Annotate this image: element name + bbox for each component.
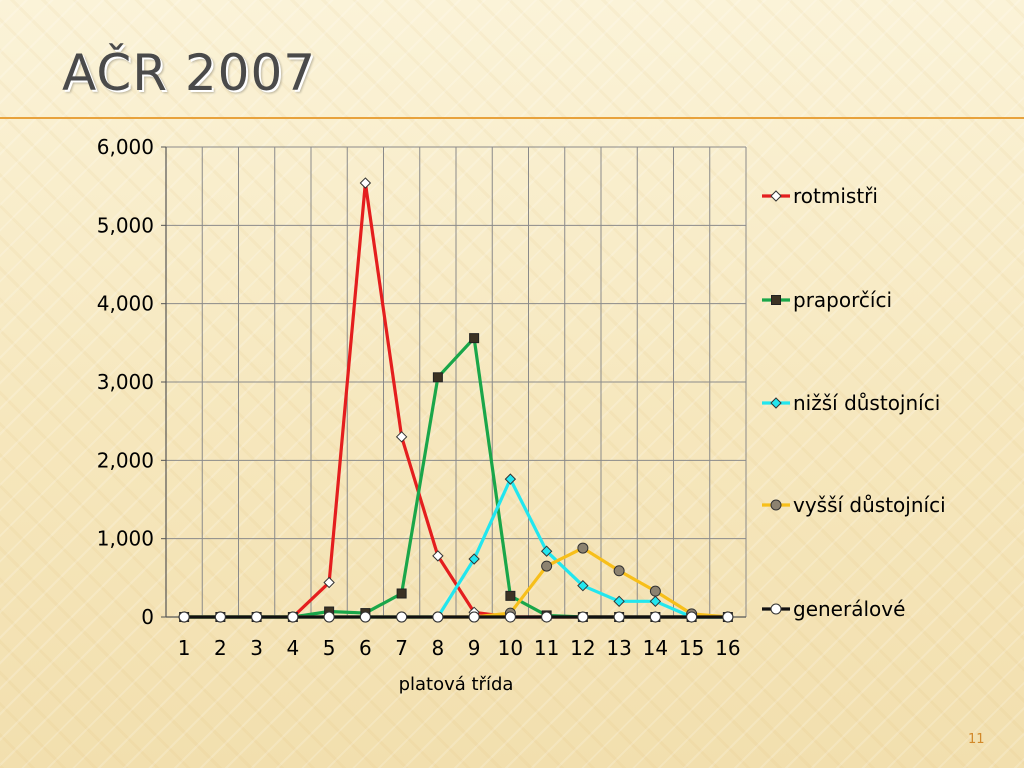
legend-item-5: generálové: [762, 597, 905, 621]
slide-title: AČR 2007: [62, 44, 317, 102]
legend: rotmistři praporčíci nižší důstojníci vyšší…: [762, 184, 946, 621]
x-tick-label: 6: [359, 636, 372, 660]
x-tick-label: 13: [606, 636, 631, 660]
data-point: [504, 611, 516, 623]
data-point: [359, 177, 372, 189]
legend-item-1: rotmistři: [762, 184, 878, 208]
data-point: [396, 611, 408, 623]
x-tick-label: 2: [214, 636, 227, 660]
data-point: [504, 473, 517, 485]
legend-swatch-marker: [770, 499, 782, 511]
data-point: [541, 560, 553, 572]
data-point: [323, 576, 335, 589]
data-point: [432, 611, 444, 623]
legend-label: generálové: [793, 597, 905, 621]
y-tick-label: 2,000: [97, 448, 154, 472]
legend-item-4: vyšší důstojníci: [762, 493, 946, 517]
x-tick-label: 16: [715, 636, 740, 660]
data-point: [722, 611, 734, 623]
data-point: [287, 611, 299, 623]
data-point: [577, 611, 589, 623]
data-point: [214, 611, 226, 623]
x-tick-label: 11: [534, 636, 559, 660]
legend-swatch-marker: [770, 603, 782, 615]
data-point: [613, 595, 625, 608]
data-point: [577, 579, 589, 592]
page-number: 11: [968, 732, 985, 747]
data-point: [577, 542, 589, 554]
legend-swatch-marker: [770, 397, 782, 409]
x-tick-label: 4: [287, 636, 300, 660]
data-point: [649, 595, 662, 608]
x-tick-label: 8: [432, 636, 445, 660]
legend-item-3: nižší důstojníci: [762, 391, 940, 415]
data-point: [469, 333, 480, 344]
y-tick-label: 6,000: [97, 135, 154, 159]
y-tick-label: 0: [141, 605, 154, 629]
x-tick-label: 9: [468, 636, 481, 660]
legend-label: vyšší důstojníci: [793, 493, 946, 517]
series-5: [178, 611, 734, 623]
x-tick-label: 7: [395, 636, 408, 660]
data-point: [613, 611, 625, 623]
legend-label: rotmistři: [793, 184, 878, 208]
x-tick-label: 14: [643, 636, 668, 660]
x-tick-label: 15: [679, 636, 704, 660]
data-point: [432, 550, 444, 562]
x-axis-ticks: 1 2 3 4 5 6 7 8 9 10 11 12 13 14 15 16: [178, 636, 741, 660]
x-tick-label: 5: [323, 636, 336, 660]
data-point: [178, 611, 190, 623]
x-tick-label: 1: [178, 636, 191, 660]
legend-swatch-marker: [771, 295, 781, 305]
data-point: [468, 553, 480, 565]
data-point: [251, 611, 263, 623]
data-point: [395, 431, 408, 443]
legend-item-2: praporčíci: [762, 288, 892, 312]
data-point: [541, 611, 553, 623]
y-axis-ticks: 0 1,000 2,000 3,000 4,000 5,000 6,000: [97, 135, 166, 629]
y-tick-label: 3,000: [97, 370, 154, 394]
x-tick-label: 3: [250, 636, 263, 660]
legend-label: praporčíci: [793, 288, 892, 312]
data-point: [505, 590, 516, 601]
data-point: [468, 611, 480, 623]
data-point: [432, 372, 443, 383]
x-tick-label: 12: [570, 636, 595, 660]
series-lines: [178, 177, 734, 623]
data-point: [359, 611, 371, 623]
x-axis-label: platová třída: [399, 674, 514, 695]
legend-swatch-marker: [770, 190, 782, 202]
y-tick-label: 4,000: [97, 292, 154, 316]
legend-label: nižší důstojníci: [793, 391, 940, 415]
data-point: [686, 611, 698, 623]
data-point: [649, 611, 661, 623]
data-point: [613, 565, 625, 577]
gridlines: [165, 146, 747, 617]
y-tick-label: 5,000: [97, 213, 154, 237]
y-tick-label: 1,000: [97, 527, 154, 551]
x-tick-label: 10: [498, 636, 523, 660]
title-accent-rule: [0, 117, 1024, 119]
data-point: [540, 545, 553, 557]
data-point: [396, 588, 407, 599]
data-point: [649, 585, 661, 597]
data-point: [323, 611, 335, 623]
